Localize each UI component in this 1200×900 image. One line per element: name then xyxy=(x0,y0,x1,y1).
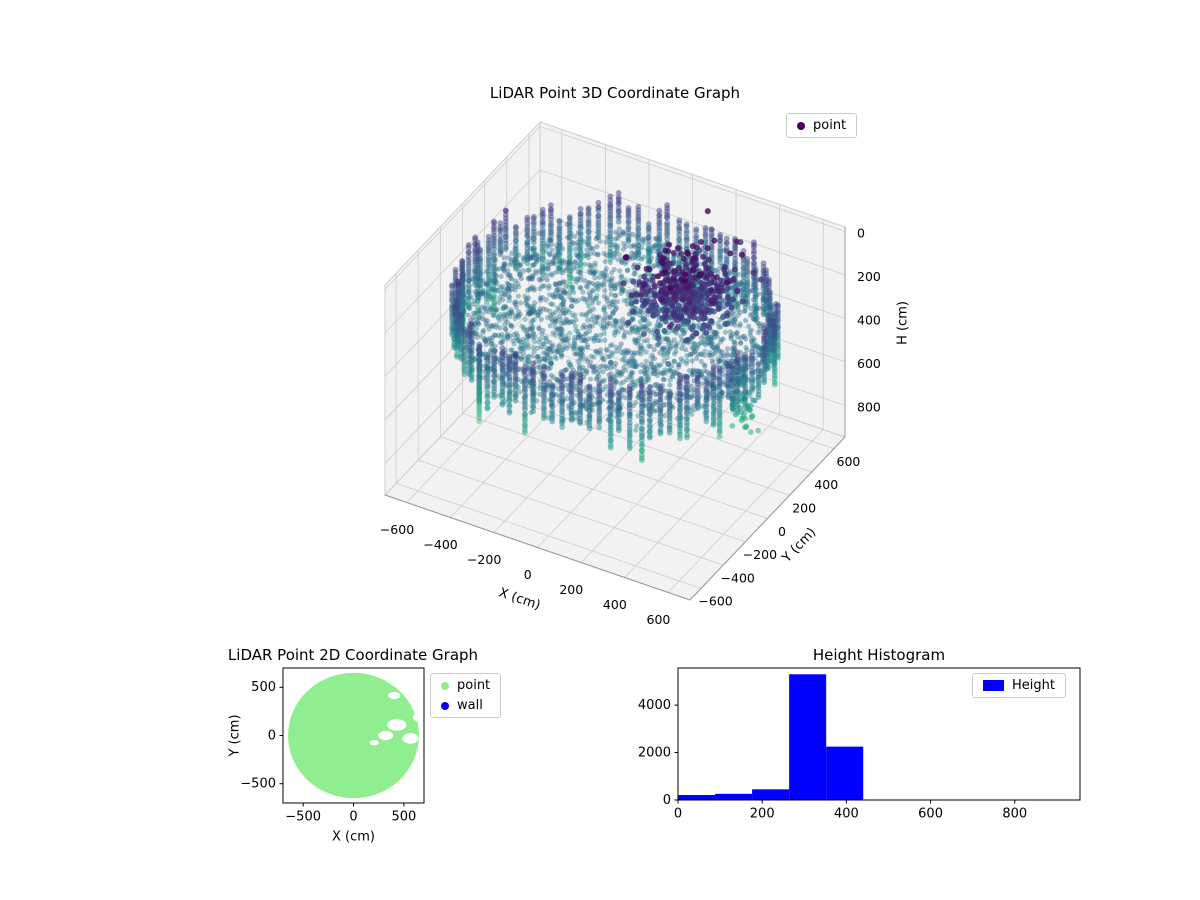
legend-entry-wall: wall xyxy=(441,698,490,713)
chart2d-legend: point wall xyxy=(430,673,502,718)
histogram-title: Height Histogram xyxy=(812,646,946,664)
point-marker-icon xyxy=(797,121,805,130)
chart2d-title: LiDAR Point 2D Coordinate Graph xyxy=(227,646,479,664)
height-patch-icon xyxy=(983,680,1004,691)
legend-entry-point: point xyxy=(441,678,490,693)
legend-label-height: Height xyxy=(1012,678,1055,693)
legend-entry-height: Height xyxy=(983,678,1055,693)
legend-label-point: point xyxy=(813,118,847,133)
point-marker-icon xyxy=(441,681,449,690)
histogram-legend: Height xyxy=(972,673,1066,698)
chart3d-title: LiDAR Point 3D Coordinate Graph xyxy=(489,84,741,102)
chart3d-legend: point xyxy=(786,113,858,138)
legend-label-wall: wall xyxy=(457,698,483,713)
wall-marker-icon xyxy=(441,701,449,710)
legend-entry-point: point xyxy=(797,118,846,133)
legend-label-point: point xyxy=(457,678,491,693)
